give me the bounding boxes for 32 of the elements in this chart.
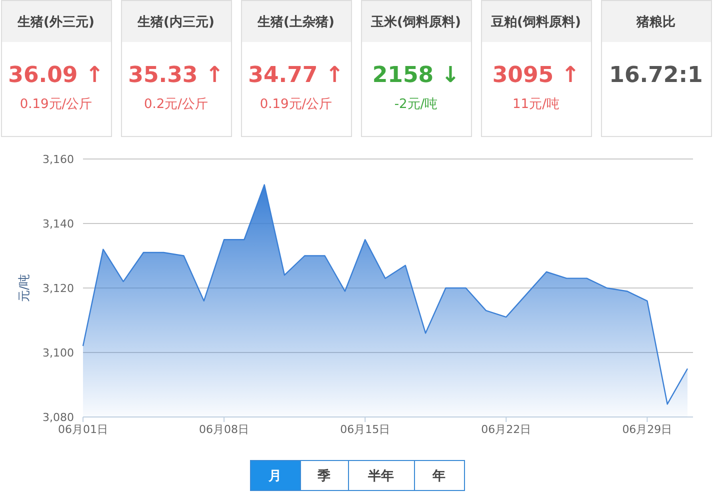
text: 半年 xyxy=(367,469,394,484)
text: 生猪(外三元) xyxy=(16,15,94,30)
text: 月 xyxy=(268,469,282,484)
text: 0.19元/公斤 xyxy=(260,97,332,112)
text: -2元/吨 xyxy=(394,97,438,112)
y-tick-label: 3,100 xyxy=(42,346,74,360)
text: 16.72:1 xyxy=(609,63,703,88)
text: 3095 ↑ xyxy=(492,63,580,88)
text: 34.77 ↑ xyxy=(248,63,344,88)
y-tick-label: 3,140 xyxy=(42,218,74,230)
text: 2158 ↓ xyxy=(372,63,460,88)
text: 0.2元/公斤 xyxy=(144,97,208,112)
text: 豆粕(饲料原料) xyxy=(490,15,581,30)
x-tick-label: 06月08日 xyxy=(199,423,250,436)
y-tick-label: 3,080 xyxy=(42,411,74,424)
text: 11元/吨 xyxy=(512,97,560,112)
text: 玉米(饲料原料) xyxy=(370,15,461,30)
x-tick-label: 06月01日 xyxy=(58,423,108,436)
text: 生猪(土杂猪) xyxy=(256,15,334,30)
text: 季 xyxy=(316,468,330,484)
y-axis-title: 元/吨 xyxy=(17,274,31,302)
y-tick-label: 3,120 xyxy=(42,282,74,295)
text: 生猪(内三元) xyxy=(136,15,214,30)
x-tick-label: 06月29日 xyxy=(622,423,672,436)
text: 猪粮比 xyxy=(636,14,676,30)
text: 35.33 ↑ xyxy=(128,63,224,88)
text: 36.09 ↑ xyxy=(8,63,104,88)
x-tick-label: 06月15日 xyxy=(340,423,390,436)
y-tick-label: 3,160 xyxy=(42,153,74,166)
text: 0.19元/公斤 xyxy=(20,97,92,112)
x-tick-label: 06月22日 xyxy=(481,423,532,436)
text: 年 xyxy=(432,469,446,484)
